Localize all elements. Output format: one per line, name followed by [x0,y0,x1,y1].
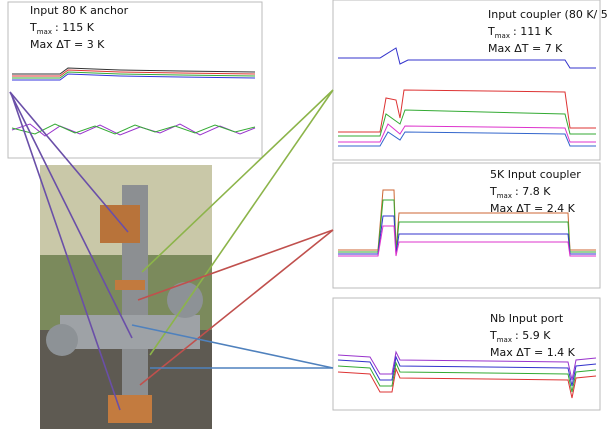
tmax-subscript: max [497,192,512,200]
plot-panel [333,0,600,160]
delta-t: Max ΔT = 7 K [488,42,563,55]
tmax-subscript: max [495,32,510,40]
delta-t: Max ΔT = 3 K [30,38,105,51]
tmax-value: : 5.9 K [515,329,551,342]
tmax-subscript: max [37,28,52,36]
plot-panel [333,163,600,288]
panel-title: Input coupler (80 K/ 5 K) [488,8,611,21]
tmax-value: : 111 K [513,25,553,38]
delta-t: Max ΔT = 2.4 K [490,202,576,215]
tmax-subscript: max [497,336,512,344]
panel-title: Input 80 K anchor [30,4,129,17]
tmax-value: : 7.8 K [515,185,551,198]
panel-title: 5K Input coupler [490,168,581,181]
delta-t: Max ΔT = 1.4 K [490,346,576,359]
figure: Input 80 K anchorTmax: 115 KMax ΔT = 3 K… [0,0,611,429]
tmax-value: : 115 K [55,21,95,34]
panel-title: Nb Input port [490,312,564,325]
